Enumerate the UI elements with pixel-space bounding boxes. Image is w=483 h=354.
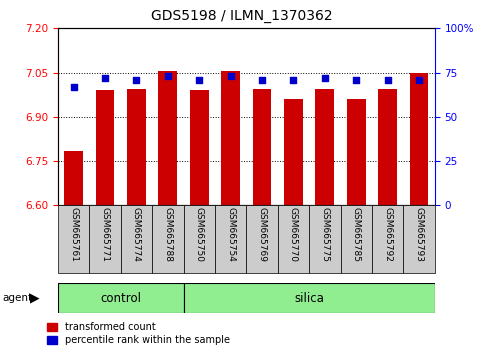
- Bar: [315, 89, 334, 205]
- Bar: [184, 205, 215, 273]
- Text: GSM665785: GSM665785: [352, 207, 361, 262]
- Text: GSM665770: GSM665770: [289, 207, 298, 262]
- Text: GSM665754: GSM665754: [226, 207, 235, 262]
- Bar: [184, 283, 435, 313]
- Point: [227, 73, 235, 79]
- Bar: [127, 89, 146, 205]
- Text: silica: silica: [294, 292, 324, 305]
- Bar: [284, 99, 303, 205]
- Bar: [215, 205, 246, 273]
- Text: GSM665761: GSM665761: [69, 207, 78, 262]
- Bar: [347, 99, 366, 205]
- Text: GSM665792: GSM665792: [383, 207, 392, 262]
- Legend: transformed count, percentile rank within the sample: transformed count, percentile rank withi…: [43, 319, 234, 349]
- Bar: [190, 90, 209, 205]
- Bar: [89, 205, 121, 273]
- Bar: [58, 205, 89, 273]
- Text: control: control: [100, 292, 141, 305]
- Text: GSM665793: GSM665793: [414, 207, 424, 262]
- Bar: [246, 205, 278, 273]
- Bar: [121, 205, 152, 273]
- Text: GSM665750: GSM665750: [195, 207, 204, 262]
- Bar: [341, 205, 372, 273]
- Point: [70, 84, 78, 90]
- Bar: [158, 71, 177, 205]
- Bar: [309, 205, 341, 273]
- Bar: [221, 71, 240, 205]
- Bar: [96, 90, 114, 205]
- Bar: [58, 283, 184, 313]
- Point: [321, 75, 328, 81]
- Bar: [378, 89, 397, 205]
- Point: [101, 75, 109, 81]
- Point: [258, 77, 266, 82]
- Bar: [403, 205, 435, 273]
- Point: [415, 77, 423, 82]
- Point: [353, 77, 360, 82]
- Text: agent: agent: [2, 293, 32, 303]
- Bar: [372, 205, 403, 273]
- Point: [290, 77, 298, 82]
- Point: [133, 77, 141, 82]
- Text: GSM665771: GSM665771: [100, 207, 110, 262]
- Point: [164, 73, 172, 79]
- Point: [195, 77, 203, 82]
- Bar: [410, 73, 428, 205]
- Bar: [64, 151, 83, 205]
- Text: ▶: ▶: [30, 292, 40, 305]
- Text: GSM665788: GSM665788: [163, 207, 172, 262]
- Text: GSM665769: GSM665769: [257, 207, 267, 262]
- Text: GDS5198 / ILMN_1370362: GDS5198 / ILMN_1370362: [151, 9, 332, 23]
- Point: [384, 77, 392, 82]
- Bar: [253, 89, 271, 205]
- Bar: [152, 205, 184, 273]
- Bar: [278, 205, 309, 273]
- Text: GSM665774: GSM665774: [132, 207, 141, 262]
- Text: GSM665775: GSM665775: [320, 207, 329, 262]
